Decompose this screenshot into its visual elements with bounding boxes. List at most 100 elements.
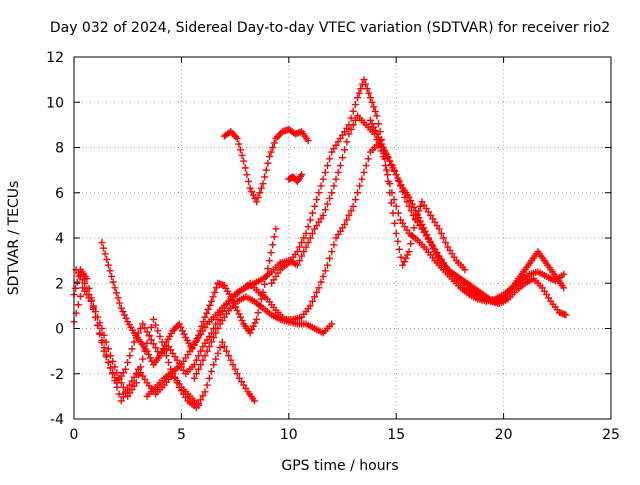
data-point-interp	[173, 379, 181, 387]
data-point-interp	[371, 107, 379, 115]
data-point	[306, 302, 314, 310]
data-point-interp	[429, 244, 437, 252]
data-point-interp	[158, 348, 166, 356]
data-point-interp	[381, 155, 389, 163]
data-point-interp	[330, 241, 338, 249]
data-point-interp	[115, 390, 123, 398]
data-point	[373, 130, 381, 138]
data-point-interp	[248, 188, 256, 196]
data-point-interp	[387, 160, 395, 168]
data-point	[199, 356, 207, 364]
data-point-interp	[378, 140, 386, 148]
data-point-interp	[198, 322, 206, 330]
data-point-interp	[112, 289, 120, 297]
data-point	[98, 325, 106, 332]
data-point-interp	[402, 254, 410, 262]
data-point	[250, 397, 258, 405]
data-point-interp	[500, 294, 508, 302]
data-point-interp	[152, 344, 160, 352]
data-point-interp	[326, 254, 334, 262]
data-point-interp	[330, 182, 338, 190]
data-point-interp	[162, 352, 170, 360]
data-point	[117, 397, 125, 405]
data-point	[192, 404, 200, 412]
data-point-interp	[345, 211, 353, 219]
data-point	[130, 338, 138, 346]
data-point-interp	[347, 114, 355, 122]
data-point-interp	[389, 209, 397, 217]
data-point-interp	[360, 168, 368, 176]
chart-title: Day 032 of 2024, Sidereal Day-to-day VTE…	[50, 20, 610, 36]
data-point-interp	[381, 162, 389, 170]
data-point-interp	[148, 357, 156, 365]
data-point-interp	[119, 308, 127, 316]
data-point-interp	[192, 356, 200, 364]
data-point-interp	[249, 191, 257, 199]
data-point-interp	[223, 347, 231, 355]
data-point	[126, 381, 134, 389]
data-point-interp	[304, 239, 312, 247]
data-point-interp	[416, 217, 424, 225]
data-point-interp	[119, 383, 127, 391]
data-point-interp	[209, 293, 217, 301]
data-point-interp	[214, 325, 222, 332]
x-tick-label: 0	[70, 427, 79, 443]
data-point	[461, 266, 469, 274]
data-point-interp	[94, 313, 102, 321]
data-point-interp	[130, 373, 138, 381]
data-point	[315, 284, 323, 292]
data-point-interp	[73, 278, 81, 286]
data-point-interp	[317, 278, 325, 286]
data-points	[70, 76, 570, 412]
data-point-interp	[415, 214, 423, 222]
data-point-interp	[206, 301, 214, 309]
data-point-interp	[195, 352, 203, 360]
data-point-interp	[420, 224, 428, 232]
data-point-interp	[197, 361, 205, 369]
data-point-interp	[407, 240, 415, 248]
tick-labels: 0 5 10 15 20 25 -4 -2 0 2 4 6 8 10 12	[46, 50, 620, 443]
data-point	[304, 137, 312, 145]
data-point-interp	[216, 344, 224, 352]
data-point-interp	[391, 167, 399, 175]
data-point-interp	[321, 267, 329, 275]
data-point	[89, 302, 97, 310]
data-point-interp	[83, 285, 91, 293]
data-point-interp	[171, 374, 179, 382]
data-point-interp	[262, 166, 270, 174]
data-point-interp	[251, 319, 259, 327]
data-point-interp	[106, 267, 114, 275]
data-point-interp	[225, 352, 233, 360]
grid-lines	[74, 57, 611, 419]
x-tick-label: 15	[387, 427, 405, 443]
data-point	[246, 184, 254, 192]
data-point	[259, 180, 267, 188]
data-point-interp	[392, 202, 400, 210]
data-point-interp	[248, 326, 256, 334]
data-point-interp	[231, 365, 239, 373]
data-point-interp	[275, 131, 283, 139]
data-point-interp	[370, 103, 378, 111]
data-point-interp	[341, 146, 349, 154]
data-point-interp	[124, 358, 132, 366]
data-point-interp	[238, 317, 246, 325]
data-point-interp	[300, 248, 308, 256]
data-point-interp	[100, 344, 108, 352]
data-point-interp	[376, 137, 384, 145]
data-point-interp	[319, 272, 327, 280]
data-point-interp	[311, 293, 319, 301]
data-point-interp	[100, 244, 108, 252]
data-point-interp	[251, 194, 259, 202]
data-point-interp	[413, 210, 421, 218]
data-point	[349, 202, 357, 210]
data-point-interp	[147, 323, 155, 331]
data-point-interp	[308, 297, 316, 305]
data-point-interp	[400, 258, 408, 266]
data-point-interp	[98, 336, 106, 344]
data-point	[424, 234, 432, 242]
data-point-interp	[308, 229, 316, 237]
data-point-interp	[145, 351, 153, 359]
data-point-interp	[262, 272, 270, 280]
data-point	[302, 243, 310, 251]
